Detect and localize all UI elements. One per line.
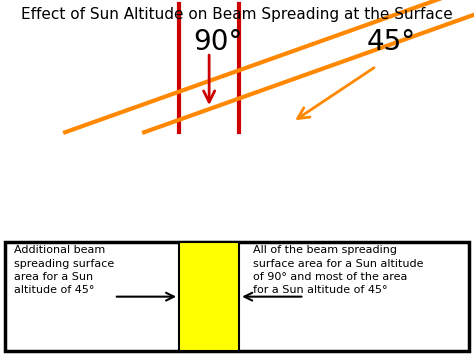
Text: 45°: 45° [367,28,416,56]
Bar [5,242,469,351]
Text: Additional beam
spreading surface
area for a Sun
altitude of 45°: Additional beam spreading surface area f… [14,245,114,295]
Bar [179,242,239,351]
Text: Effect of Sun Altitude on Beam Spreading at the Surface: Effect of Sun Altitude on Beam Spreading… [21,7,453,22]
Text: 90°: 90° [193,28,242,56]
Text: All of the beam spreading
surface area for a Sun altitude
of 90° and most of the: All of the beam spreading surface area f… [253,245,424,295]
